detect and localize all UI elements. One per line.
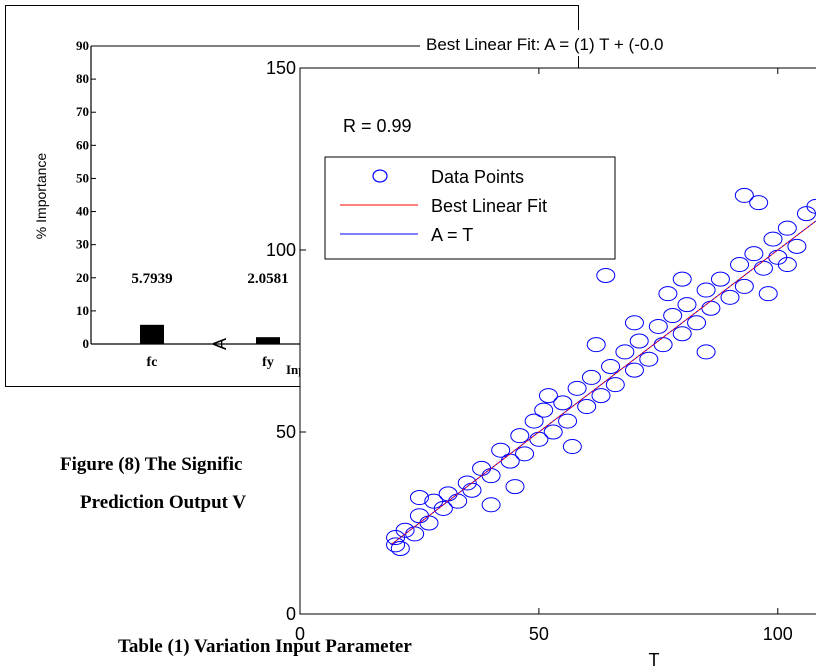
imp-y-tick-label: 90 — [76, 38, 89, 53]
scatter-data-point — [601, 358, 621, 374]
scatter-data-point — [567, 380, 587, 396]
scatter-plot-area — [299, 67, 816, 615]
scatter-y-tick-label: 100 — [266, 240, 296, 260]
scatter-data-point — [515, 446, 535, 462]
imp-y-tick-label: 10 — [76, 303, 89, 318]
scatter-data-point — [629, 333, 649, 349]
imp-bar-value-label-fc: 5.7939 — [131, 271, 172, 287]
scatter-y-tick-label: 150 — [266, 58, 296, 78]
scatter-data-point — [663, 308, 683, 324]
scatter-data-point — [591, 388, 611, 404]
imp-y-tick-label: 50 — [76, 170, 89, 185]
scatter-data-point — [605, 377, 625, 393]
scatter-data-point — [696, 282, 716, 298]
imp-y-tick-label: 0 — [83, 336, 90, 351]
scatter-data-point — [558, 413, 578, 429]
scatter-data-point — [672, 326, 692, 342]
scatter-data-point — [744, 246, 764, 262]
scatter-data-point — [409, 490, 429, 506]
scatter-data-point — [763, 231, 783, 247]
imp-y-tick-label: 20 — [76, 270, 89, 285]
legend-marker-data-points — [372, 169, 388, 183]
scatter-data-point — [586, 337, 606, 353]
scatter-data-point — [787, 238, 807, 254]
imp-x-tick-label-fy: fy — [262, 355, 274, 370]
legend-label-0: Data Points — [431, 167, 524, 187]
imp-y-tick-label: 70 — [76, 104, 89, 119]
scatter-data-point — [581, 369, 601, 385]
scatter-data-point — [624, 315, 644, 331]
scatter-data-point — [491, 442, 511, 458]
scatter-data-point — [658, 286, 678, 302]
identity-line — [390, 220, 816, 546]
imp-bar-fc — [140, 324, 164, 344]
scatter-data-point — [648, 318, 668, 334]
scatter-data-point — [734, 187, 754, 203]
scatter-data-point — [534, 402, 554, 418]
scatter-data-point — [510, 428, 530, 444]
scatter-data-point — [543, 424, 563, 440]
scatter-data-point — [696, 344, 716, 360]
imp-bar-value-label-fy: 2.0581 — [247, 271, 288, 287]
imp-y-axis-label: % Importance — [33, 153, 49, 240]
scatter-data-point — [390, 540, 410, 556]
scatter-data-point — [481, 497, 501, 513]
scatter-data-point — [777, 257, 797, 273]
scatter-data-point — [577, 399, 597, 415]
table-caption: Table (1) Variation Input Parameter — [118, 636, 412, 657]
legend-label-2: A = T — [431, 225, 473, 245]
scatter-data-point — [687, 315, 707, 331]
imp-y-tick-label: 40 — [76, 204, 89, 219]
imp-y-tick-label: 30 — [76, 237, 89, 252]
scatter-data-point — [720, 289, 740, 305]
scatter-data-point — [524, 413, 544, 429]
scatter-x-tick-label: 50 — [529, 624, 549, 644]
scatter-data-point — [386, 537, 406, 553]
scatter-data-point — [505, 479, 525, 495]
importance-bar-chart: 0 10 20 30 40 50 60 70 80 90 % Importance fc 5.7939 f… — [33, 38, 576, 377]
scatter-data-point — [777, 220, 797, 236]
scatter-data-point — [672, 271, 692, 287]
scatter-data-point — [730, 257, 750, 273]
imp-x-tick-label-fc: fc — [147, 355, 158, 370]
scatter-title-background — [420, 30, 816, 56]
scatter-data-point — [639, 351, 659, 367]
imp-y-tick-label: 60 — [76, 137, 89, 152]
scatter-data-point — [433, 500, 453, 516]
scatter-data-point — [710, 271, 730, 287]
scatter-y-axis-label: A — [210, 338, 230, 350]
figure-caption-line1: Figure (8) The Signific — [60, 454, 243, 475]
scatter-data-point — [615, 344, 635, 360]
scatter-x-tick-label: 0 — [295, 624, 305, 644]
scatter-data-point — [538, 388, 558, 404]
scatter-y-tick-label: 0 — [286, 604, 296, 624]
figure-caption-line2: Prediction Output V — [80, 492, 247, 513]
scatter-data-point — [734, 278, 754, 294]
scatter-data-point — [395, 522, 415, 538]
scatter-data-point — [806, 198, 816, 214]
scatter-data-point — [677, 297, 697, 313]
legend-label-1: Best Linear Fit — [431, 196, 547, 216]
scatter-x-axis-label: T — [649, 650, 660, 670]
scatter-data-point — [758, 286, 778, 302]
scatter-y-tick-label: 50 — [276, 422, 296, 442]
scatter-title: Best Linear Fit: A = (1) T + (-0.0 — [426, 35, 664, 54]
scatter-data-point — [553, 395, 573, 411]
scatter-data-point — [562, 439, 582, 455]
scatter-data-point — [749, 195, 769, 211]
scatter-data-point — [596, 267, 616, 283]
scatter-data-point — [624, 362, 644, 378]
scatter-data-point — [457, 475, 477, 491]
imp-bar-fy — [256, 337, 280, 344]
scatter-x-tick-label: 100 — [763, 624, 793, 644]
r-value-annotation: R = 0.99 — [343, 116, 412, 136]
imp-y-tick-label: 80 — [76, 71, 89, 86]
